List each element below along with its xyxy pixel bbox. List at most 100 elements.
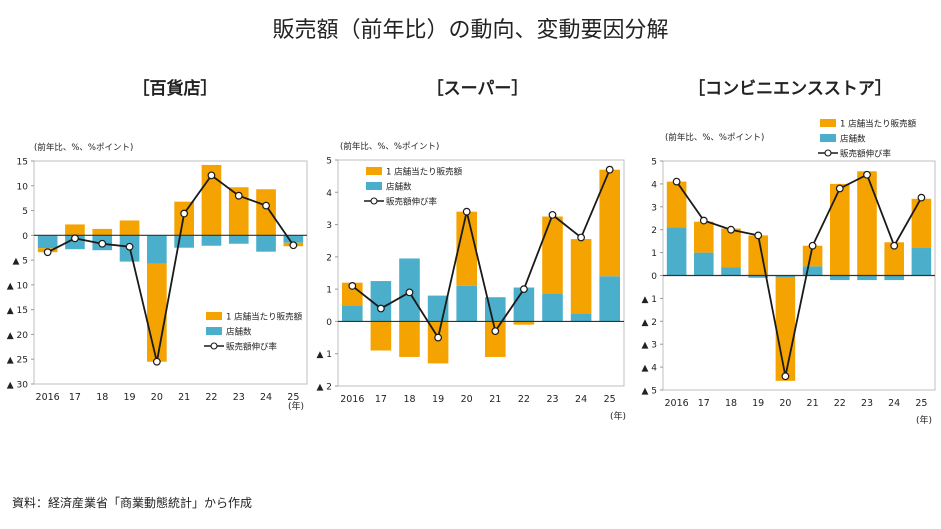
sales-growth-point [917, 193, 926, 202]
legend-swatch-store-count [366, 182, 382, 190]
plot-frame [337, 159, 625, 387]
legend-label: 1 店舗当たり販売額 [840, 119, 917, 130]
y-tick-label: 3 [326, 221, 332, 231]
x-category-label: 21 [178, 392, 190, 403]
bar-per-store-sales [485, 321, 506, 357]
x-category-label: 18 [725, 398, 737, 409]
y-tick-label: 5 [326, 157, 332, 167]
x-category-label: 21 [807, 398, 819, 409]
bar-per-store-sales [830, 183, 850, 276]
bar-per-store-sales [65, 224, 85, 236]
y-tick-label: 1 [651, 249, 657, 259]
y-tick-label: 5 [22, 207, 28, 217]
sales-growth-point [577, 233, 585, 242]
bar-store-count [694, 252, 714, 276]
legend-swatch-store-count [206, 327, 222, 335]
sales-growth-point [605, 165, 614, 174]
bar-store-count [283, 235, 304, 243]
sales-growth-point [863, 170, 871, 179]
bar-store-count [721, 267, 741, 276]
bar-store-count [802, 266, 823, 276]
bar-per-store-sales [542, 216, 563, 294]
x-category-label: 23 [861, 398, 873, 409]
x-category-label: 24 [260, 392, 272, 403]
sales-growth-point [434, 333, 443, 342]
legend-label: 店舗数 [226, 327, 252, 338]
y-tick-label: ▲ 1 [316, 350, 332, 360]
sales-growth-point [207, 171, 216, 180]
bar-per-store-sales [427, 321, 449, 364]
y-tick-label: 0 [651, 272, 657, 282]
bar-store-count [911, 248, 932, 276]
x-category-label: 17 [698, 398, 710, 409]
bar-store-count [748, 275, 768, 278]
y-tick-label: 0 [326, 318, 332, 328]
main-title: 販売額（前年比）の動向、変動要因分解 [272, 18, 669, 43]
bar-store-count [830, 275, 850, 281]
bar-per-store-sales [775, 277, 796, 381]
sales-growth-point [125, 242, 134, 251]
bar-per-store-sales [399, 321, 420, 357]
bar-per-store-sales [92, 228, 113, 236]
y-tick-label: ▲ 15 [7, 306, 28, 316]
bar-per-store-sales [570, 239, 592, 314]
y-tick-label: ▲ 10 [7, 281, 29, 291]
bar-store-count [542, 293, 563, 322]
y-tick-label: ▲ 25 [7, 356, 28, 366]
panel-title-department-store: ［百貨店］ [132, 79, 218, 99]
bar-per-store-sales [666, 181, 687, 228]
panel-title-supermarket: ［スーパー］ [426, 79, 529, 99]
x-category-label: 20 [461, 394, 473, 405]
x-category-label: 22 [834, 398, 846, 409]
x-category-label: 25 [287, 392, 299, 403]
legend-swatch-per-store-sales [366, 167, 382, 175]
bar-store-count [228, 235, 249, 244]
x-category-label: 22 [205, 392, 217, 403]
y-tick-label: ▲ 30 [7, 381, 29, 391]
bar-per-store-sales [857, 171, 877, 276]
sales-growth-point [234, 191, 243, 200]
sales-growth-line [351, 169, 611, 340]
y-tick-label: ▲ 5 [12, 257, 28, 267]
y-tick-label: 1 [326, 286, 332, 296]
x-category-label: 17 [375, 394, 387, 405]
sales-growth-point [781, 372, 790, 381]
y-tick-label: ▲ 5 [641, 387, 657, 397]
y-tick-label: ▲ 3 [641, 341, 657, 351]
x-category-label: 19 [432, 394, 444, 405]
legend-label: 店舗数 [840, 134, 866, 145]
bar-store-count [775, 275, 796, 278]
bar-store-count [485, 297, 506, 322]
y-tick-label: 3 [651, 203, 657, 213]
x-category-label: 17 [69, 392, 81, 403]
sales-growth-point [377, 304, 385, 313]
x-category-label: 18 [96, 392, 108, 403]
y-tick-label: ▲ 4 [641, 364, 657, 374]
bar-per-store-sales [342, 282, 363, 306]
y-tick-label: 0 [22, 232, 28, 242]
y-tick-label: 15 [17, 158, 28, 168]
sales-growth-point [835, 184, 844, 193]
sales-growth-point [727, 225, 735, 234]
y-tick-label: 5 [651, 158, 657, 168]
legend-swatch-growth-point [210, 342, 218, 350]
legend-label: 販売額伸び率 [840, 149, 892, 160]
sales-growth-line [675, 173, 923, 377]
unit-label: (前年比、%、%ポイント) [665, 132, 764, 143]
x-category-label: 18 [403, 394, 415, 405]
x-category-label: 25 [604, 394, 616, 405]
x-category-label: 2016 [665, 398, 689, 409]
legend-label: 販売額伸び率 [226, 342, 278, 353]
bar-store-count [599, 276, 620, 322]
year-unit-label: (年) [288, 400, 304, 412]
y-tick-label: 2 [326, 253, 332, 263]
sales-growth-point [808, 241, 817, 250]
bar-per-store-sales [599, 169, 620, 277]
bar-store-count [37, 235, 58, 249]
legend-swatch-growth-point [824, 149, 832, 157]
bar-store-count [342, 305, 363, 322]
x-category-label: 20 [151, 392, 163, 403]
